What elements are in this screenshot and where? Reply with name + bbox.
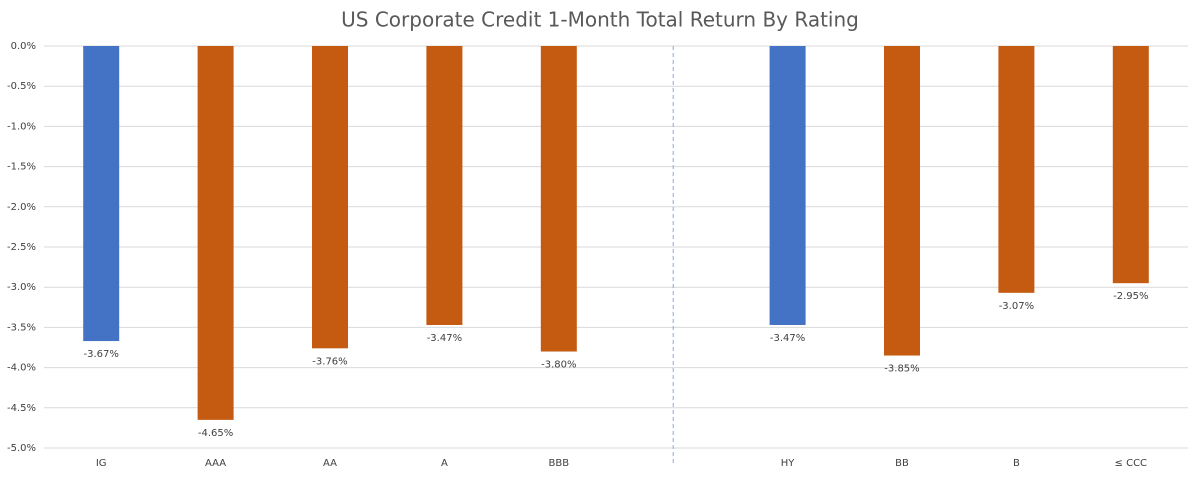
bar bbox=[884, 46, 920, 356]
bar bbox=[426, 46, 463, 325]
value-label: -3.80% bbox=[541, 360, 576, 371]
y-tick-label: -4.5% bbox=[7, 403, 36, 414]
bar bbox=[312, 46, 348, 349]
bar bbox=[83, 46, 120, 342]
x-tick-label: AA bbox=[323, 458, 337, 469]
y-tick-label: -5.0% bbox=[7, 443, 36, 454]
x-tick-label: A bbox=[441, 458, 448, 469]
bar bbox=[540, 46, 577, 352]
value-label: -2.95% bbox=[1113, 291, 1148, 302]
bar bbox=[998, 46, 1035, 293]
x-tick-label: AAA bbox=[205, 458, 226, 469]
bar bbox=[1112, 46, 1149, 284]
y-tick-label: -2.0% bbox=[7, 202, 36, 213]
x-tick-label: BB bbox=[895, 458, 909, 469]
value-label: -3.07% bbox=[999, 301, 1034, 312]
value-label: -4.65% bbox=[198, 428, 233, 439]
y-tick-label: -3.0% bbox=[7, 282, 36, 293]
y-tick-label: -1.0% bbox=[7, 121, 36, 132]
value-label: -3.67% bbox=[84, 349, 119, 360]
x-tick-label: BBB bbox=[549, 458, 570, 469]
y-tick-label: -3.5% bbox=[7, 322, 36, 333]
x-tick-label: ≤ CCC bbox=[1115, 458, 1148, 469]
chart-title: US Corporate Credit 1-Month Total Return… bbox=[341, 8, 859, 32]
bar bbox=[197, 46, 234, 420]
y-tick-label: -4.0% bbox=[7, 363, 36, 374]
value-label: -3.47% bbox=[770, 333, 805, 344]
y-tick-label: 0.0% bbox=[11, 41, 36, 52]
bar bbox=[769, 46, 806, 325]
x-tick-label: IG bbox=[96, 458, 107, 469]
x-tick-label: HY bbox=[781, 458, 796, 469]
y-tick-label: -1.5% bbox=[7, 162, 36, 173]
y-tick-label: -0.5% bbox=[7, 81, 36, 92]
y-tick-label: -2.5% bbox=[7, 242, 36, 253]
value-label: -3.85% bbox=[884, 364, 919, 375]
value-label: -3.76% bbox=[312, 356, 347, 367]
value-label: -3.47% bbox=[427, 333, 462, 344]
x-tick-label: B bbox=[1013, 458, 1020, 469]
